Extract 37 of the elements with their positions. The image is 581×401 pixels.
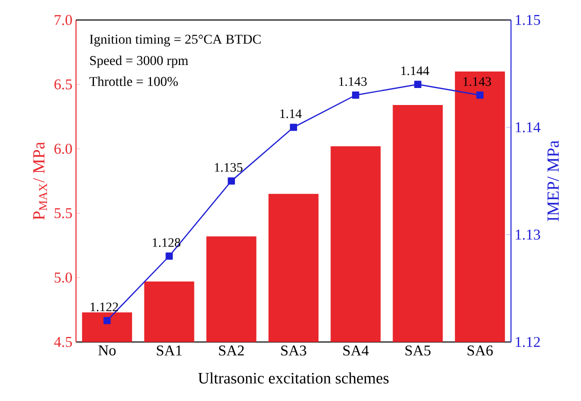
y2-tick-label: 1.13 (516, 230, 540, 240)
y-tick-label: 5.0 (54, 272, 72, 283)
x-tick-label: No (98, 346, 116, 356)
x-tick-label: SA5 (405, 346, 430, 356)
y-tick-label: 6.5 (54, 79, 72, 90)
y-tick-label: 7.0 (54, 14, 72, 26)
data-label: 1.14 (280, 109, 302, 118)
data-label: 1.144 (401, 66, 430, 76)
y2-axis-title: IMEP/ MPa (548, 140, 559, 222)
annotation: Speed = 3000 rpm (90, 56, 188, 68)
y-tick-label: 6.0 (54, 144, 72, 154)
x-axis-title: Ultrasonic excitation schemes (198, 372, 389, 384)
y2-tick-label: 1.14 (516, 122, 540, 132)
data-label: 1.122 (90, 302, 118, 312)
data-label: 1.143 (464, 77, 491, 86)
annotation: Ignition timing = 25°CA BTDC (90, 34, 261, 47)
y-tick-label: 4.5 (54, 336, 72, 348)
x-tick-label: SA3 (281, 346, 306, 356)
x-tick-label: SA4 (343, 346, 369, 356)
point (290, 124, 298, 131)
y2-tick-label: 1.12 (516, 336, 540, 348)
y-tick-label: 5.5 (54, 208, 72, 218)
x-tick-label: SA2 (219, 346, 244, 356)
y-axis-title: P$_{MAX}$/ MPa (33, 142, 47, 220)
x-tick-label: SA6 (468, 346, 493, 356)
point (228, 177, 235, 185)
point (414, 80, 422, 88)
x-tick-label: SA1 (156, 346, 182, 356)
point (103, 316, 111, 324)
point (166, 252, 173, 260)
annotation: Throttle = 100% (90, 76, 178, 86)
y2-tick-label: 1.15 (516, 14, 540, 26)
data-label: 1.143 (339, 77, 367, 86)
data-label: 1.135 (214, 163, 242, 172)
point (352, 92, 360, 99)
point (476, 92, 484, 99)
data-label: 1.128 (152, 238, 180, 247)
